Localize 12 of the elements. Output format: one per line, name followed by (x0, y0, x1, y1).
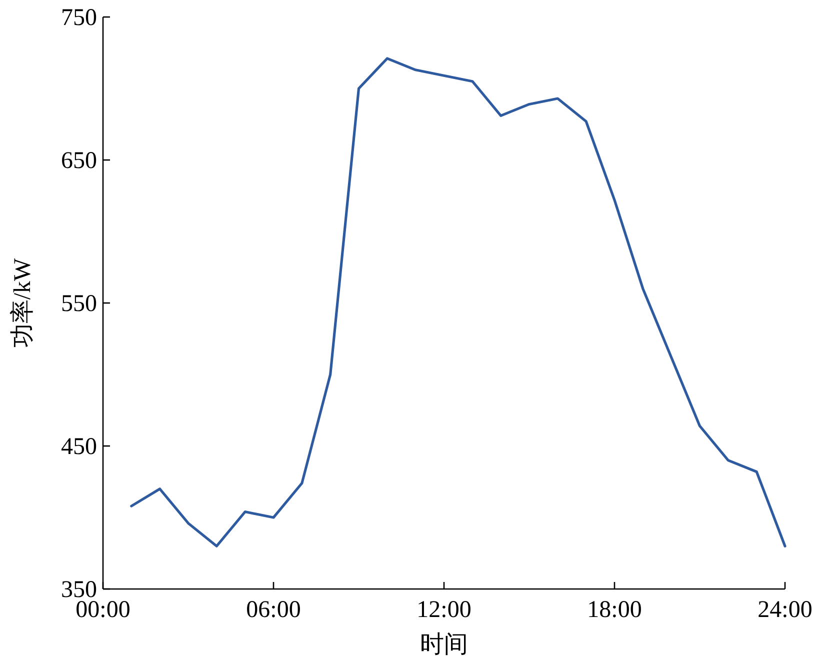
x-tick-label: 18:00 (587, 597, 642, 623)
y-tick-label: 550 (61, 291, 97, 317)
y-tick-label: 650 (61, 148, 97, 174)
x-tick-label: 24:00 (758, 597, 812, 623)
x-tick-label: 06:00 (246, 597, 301, 623)
y-axis-title: 功率/kW (9, 258, 36, 348)
x-axis-title: 时间 (420, 632, 468, 658)
line-series (130, 57, 786, 548)
y-tick-label: 750 (61, 5, 97, 31)
x-tick-label: 00:00 (76, 597, 130, 623)
y-tick-label: 450 (61, 434, 97, 460)
x-tick-label: 12:00 (416, 597, 472, 623)
